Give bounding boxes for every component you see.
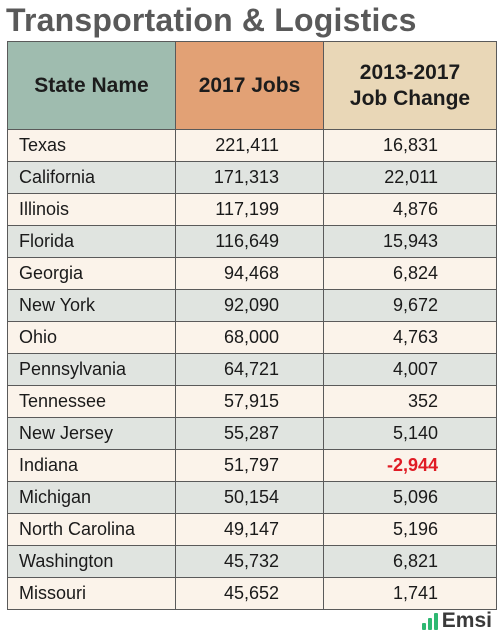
cell-job-change: 6,821 <box>323 545 497 578</box>
cell-state-name: Texas <box>7 129 176 162</box>
cell-state-name: New York <box>7 289 176 322</box>
cell-2017-jobs: 92,090 <box>175 289 324 322</box>
cell-job-change: -2,944 <box>323 449 497 482</box>
cell-2017-jobs: 51,797 <box>175 449 324 482</box>
table-row: California 171,313 22,011 <box>7 161 497 194</box>
table-header-row: State Name 2017 Jobs 2013-2017 Job Chang… <box>7 41 497 130</box>
cell-2017-jobs: 45,732 <box>175 545 324 578</box>
cell-job-change: 5,196 <box>323 513 497 546</box>
header-job-change: 2013-2017 Job Change <box>323 41 497 130</box>
cell-state-name: Indiana <box>7 449 176 482</box>
table-row: Georgia 94,468 6,824 <box>7 257 497 290</box>
cell-2017-jobs: 57,915 <box>175 385 324 418</box>
cell-2017-jobs: 55,287 <box>175 417 324 450</box>
cell-state-name: Pennsylvania <box>7 353 176 386</box>
cell-2017-jobs: 50,154 <box>175 481 324 514</box>
table-row: Michigan 50,154 5,096 <box>7 481 497 514</box>
emsi-logo: Emsi <box>421 609 492 633</box>
table-row: Ohio 68,000 4,763 <box>7 321 497 354</box>
cell-state-name: North Carolina <box>7 513 176 546</box>
cell-job-change: 5,140 <box>323 417 497 450</box>
bar-chart-icon <box>421 612 438 630</box>
cell-state-name: Tennessee <box>7 385 176 418</box>
cell-job-change: 15,943 <box>323 225 497 258</box>
cell-2017-jobs: 45,652 <box>175 577 324 610</box>
cell-2017-jobs: 64,721 <box>175 353 324 386</box>
cell-state-name: Missouri <box>7 577 176 610</box>
table-row: New Jersey 55,287 5,140 <box>7 417 497 450</box>
cell-job-change: 22,011 <box>323 161 497 194</box>
cell-job-change: 6,824 <box>323 257 497 290</box>
cell-job-change: 4,876 <box>323 193 497 226</box>
brand-name: Emsi <box>441 609 492 632</box>
cell-job-change: 4,763 <box>323 321 497 354</box>
cell-job-change: 1,741 <box>323 577 497 610</box>
header-job-change-line2: Job Change <box>349 86 471 110</box>
cell-state-name: Georgia <box>7 257 176 290</box>
cell-job-change: 4,007 <box>323 353 497 386</box>
jobs-table: State Name 2017 Jobs 2013-2017 Job Chang… <box>7 41 497 610</box>
table-row: Missouri 45,652 1,741 <box>7 577 497 610</box>
table-row: Washington 45,732 6,821 <box>7 545 497 578</box>
cell-state-name: Illinois <box>7 193 176 226</box>
header-2017-jobs: 2017 Jobs <box>175 41 324 130</box>
table-row: Illinois 117,199 4,876 <box>7 193 497 226</box>
cell-job-change: 9,672 <box>323 289 497 322</box>
cell-2017-jobs: 171,313 <box>175 161 324 194</box>
cell-state-name: Michigan <box>7 481 176 514</box>
cell-state-name: New Jersey <box>7 417 176 450</box>
cell-state-name: Washington <box>7 545 176 578</box>
cell-job-change: 16,831 <box>323 129 497 162</box>
cell-state-name: Ohio <box>7 321 176 354</box>
cell-2017-jobs: 221,411 <box>175 129 324 162</box>
cell-state-name: Florida <box>7 225 176 258</box>
table-row: North Carolina 49,147 5,196 <box>7 513 497 546</box>
table-row: Pennsylvania 64,721 4,007 <box>7 353 497 386</box>
table-row: Indiana 51,797 -2,944 <box>7 449 497 482</box>
cell-2017-jobs: 68,000 <box>175 321 324 354</box>
cell-state-name: California <box>7 161 176 194</box>
table-row: New York 92,090 9,672 <box>7 289 497 322</box>
table-row: Texas 221,411 16,831 <box>7 129 497 162</box>
table-body: Texas 221,411 16,831 California 171,313 22,01… <box>7 129 497 610</box>
table-row: Tennessee 57,915 352 <box>7 385 497 418</box>
page-title: Transportation & Logistics <box>6 2 417 38</box>
cell-job-change: 352 <box>323 385 497 418</box>
cell-2017-jobs: 117,199 <box>175 193 324 226</box>
cell-job-change: 5,096 <box>323 481 497 514</box>
cell-2017-jobs: 116,649 <box>175 225 324 258</box>
header-job-change-line1: 2013-2017 <box>359 61 461 85</box>
table-row: Florida 116,649 15,943 <box>7 225 497 258</box>
cell-2017-jobs: 94,468 <box>175 257 324 290</box>
header-state-name: State Name <box>7 41 176 130</box>
cell-2017-jobs: 49,147 <box>175 513 324 546</box>
